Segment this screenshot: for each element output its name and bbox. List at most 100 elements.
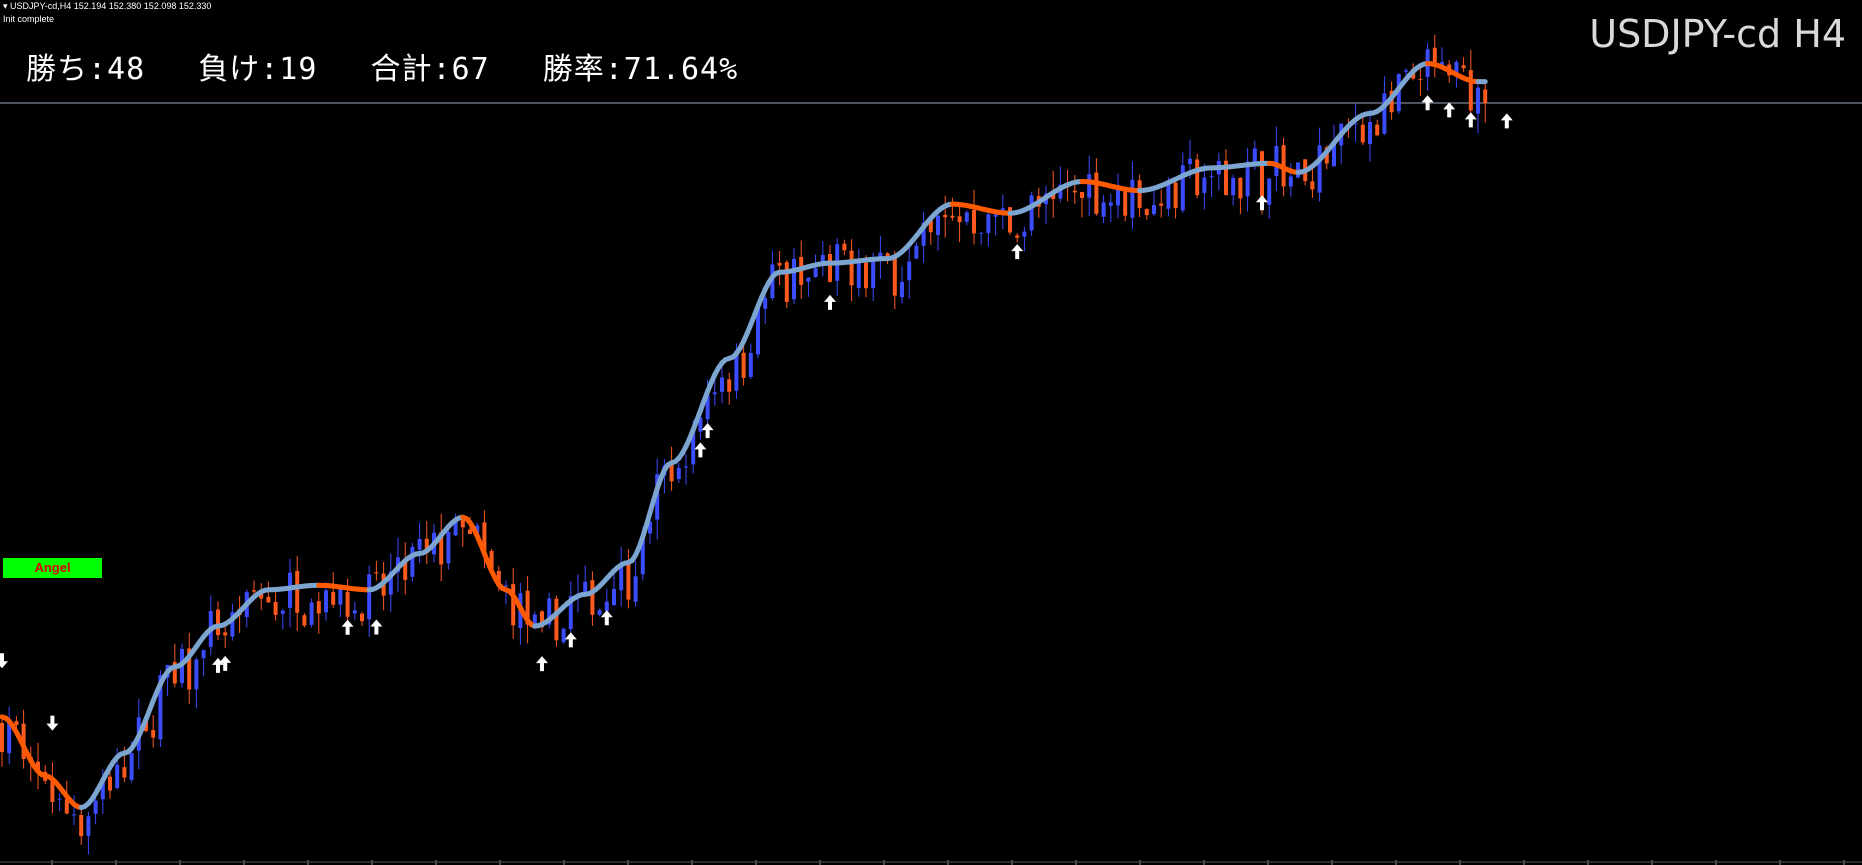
candle-body: [1267, 178, 1272, 205]
candle-body: [252, 590, 256, 592]
candle-body: [921, 222, 926, 246]
candle-body: [86, 816, 91, 836]
candle-body: [316, 601, 321, 614]
candle-body: [964, 212, 969, 222]
candle-body: [1404, 70, 1408, 72]
chart-info-line: ▾ USDJPY-cd,H4 152.194 152.380 152.098 1…: [3, 1, 211, 12]
total-count: 合計:67: [370, 52, 490, 87]
candle-body: [849, 250, 854, 286]
candle-body: [1238, 177, 1243, 199]
candle-body: [813, 268, 818, 277]
candle-body: [878, 252, 883, 259]
candle-body: [626, 562, 631, 600]
candle-body: [1094, 172, 1099, 214]
buy-arrow-icon: [1464, 112, 1477, 128]
candle-body: [1130, 179, 1135, 218]
candle-body: [943, 214, 948, 218]
win-rate: 勝率:71.64%: [542, 52, 739, 87]
candle-body: [187, 648, 192, 690]
candle-body: [1029, 195, 1034, 231]
candle-body: [1152, 205, 1156, 215]
candle-body: [417, 539, 422, 550]
candle-body: [784, 262, 789, 302]
candle-body: [309, 602, 314, 625]
candle-body: [1476, 87, 1480, 114]
candle-body: [324, 590, 328, 613]
candle-body: [705, 394, 710, 420]
wins-count: 勝ち:48: [26, 52, 146, 87]
candle-body: [691, 431, 696, 465]
candle-body: [79, 814, 84, 837]
candle-body: [864, 262, 868, 289]
candle-body: [1202, 177, 1207, 194]
candle-body: [172, 662, 177, 684]
candle-body: [388, 571, 393, 595]
candle-body: [1072, 190, 1077, 193]
candle-body: [115, 764, 120, 788]
candle-body: [914, 245, 919, 259]
candle-body: [93, 800, 98, 814]
candle-body: [734, 350, 739, 391]
candle-body: [871, 261, 876, 289]
candle-body: [367, 574, 372, 620]
candle-body: [57, 798, 62, 800]
candle-body: [619, 565, 624, 591]
candle-body: [1058, 184, 1063, 199]
dropdown-triangle-icon[interactable]: ▾: [3, 1, 8, 11]
candle-body: [230, 612, 235, 637]
buy-arrow-icon: [341, 619, 354, 635]
candle-body: [928, 220, 933, 233]
candle-body: [1209, 176, 1214, 178]
candle-body: [1188, 158, 1192, 165]
buy-arrow-icon: [219, 655, 232, 671]
candle-body: [50, 781, 55, 803]
buy-arrow-icon: [1256, 195, 1268, 211]
candle-body: [511, 584, 516, 626]
candle-body: [1353, 123, 1358, 125]
candle-body: [1454, 61, 1459, 74]
candle-body: [554, 598, 559, 641]
buy-arrow-icon: [1011, 244, 1024, 260]
candle-body: [1252, 148, 1257, 163]
candle-body: [266, 596, 271, 603]
candle-body: [129, 753, 134, 780]
candle-body: [403, 560, 408, 580]
candle-body: [151, 730, 156, 738]
candle-body: [892, 255, 897, 296]
candle-body: [374, 572, 379, 574]
candle-body: [1166, 180, 1171, 209]
candle-body: [295, 570, 300, 613]
candle-body: [993, 214, 998, 217]
buy-arrow-icon: [1443, 102, 1456, 118]
candle-body: [1368, 121, 1372, 145]
candle-body: [936, 215, 940, 236]
candle-body: [756, 306, 760, 355]
candle-body: [439, 532, 444, 565]
buy-arrow-icon: [1500, 113, 1513, 129]
buy-arrow-icon: [600, 610, 613, 626]
candle-body: [1137, 180, 1142, 209]
candle-body: [712, 392, 717, 395]
trade-stats: 勝ち:48 負け:19 合計:67 勝率:71.64%: [26, 44, 772, 88]
status-text: Init complete: [3, 14, 55, 24]
candle-body: [748, 352, 753, 377]
buy-arrow-icon: [701, 423, 714, 439]
candle-body: [446, 532, 451, 564]
candle-body: [1332, 143, 1336, 167]
candle-body: [583, 581, 588, 593]
sell-arrow-icon: [46, 715, 59, 731]
candle-body: [856, 261, 861, 289]
candle-body: [345, 591, 350, 617]
buy-arrow-icon: [370, 619, 383, 635]
candle-body: [986, 214, 991, 234]
candle-body: [424, 538, 429, 553]
candle-body: [468, 529, 472, 534]
candle-body: [532, 614, 537, 627]
candle-body: [360, 613, 364, 622]
candle-body: [1000, 208, 1005, 212]
candle-body: [590, 580, 595, 615]
candle-body: [1101, 202, 1106, 217]
candle-body: [741, 352, 746, 378]
angel-indicator-label[interactable]: Angel: [3, 558, 102, 578]
